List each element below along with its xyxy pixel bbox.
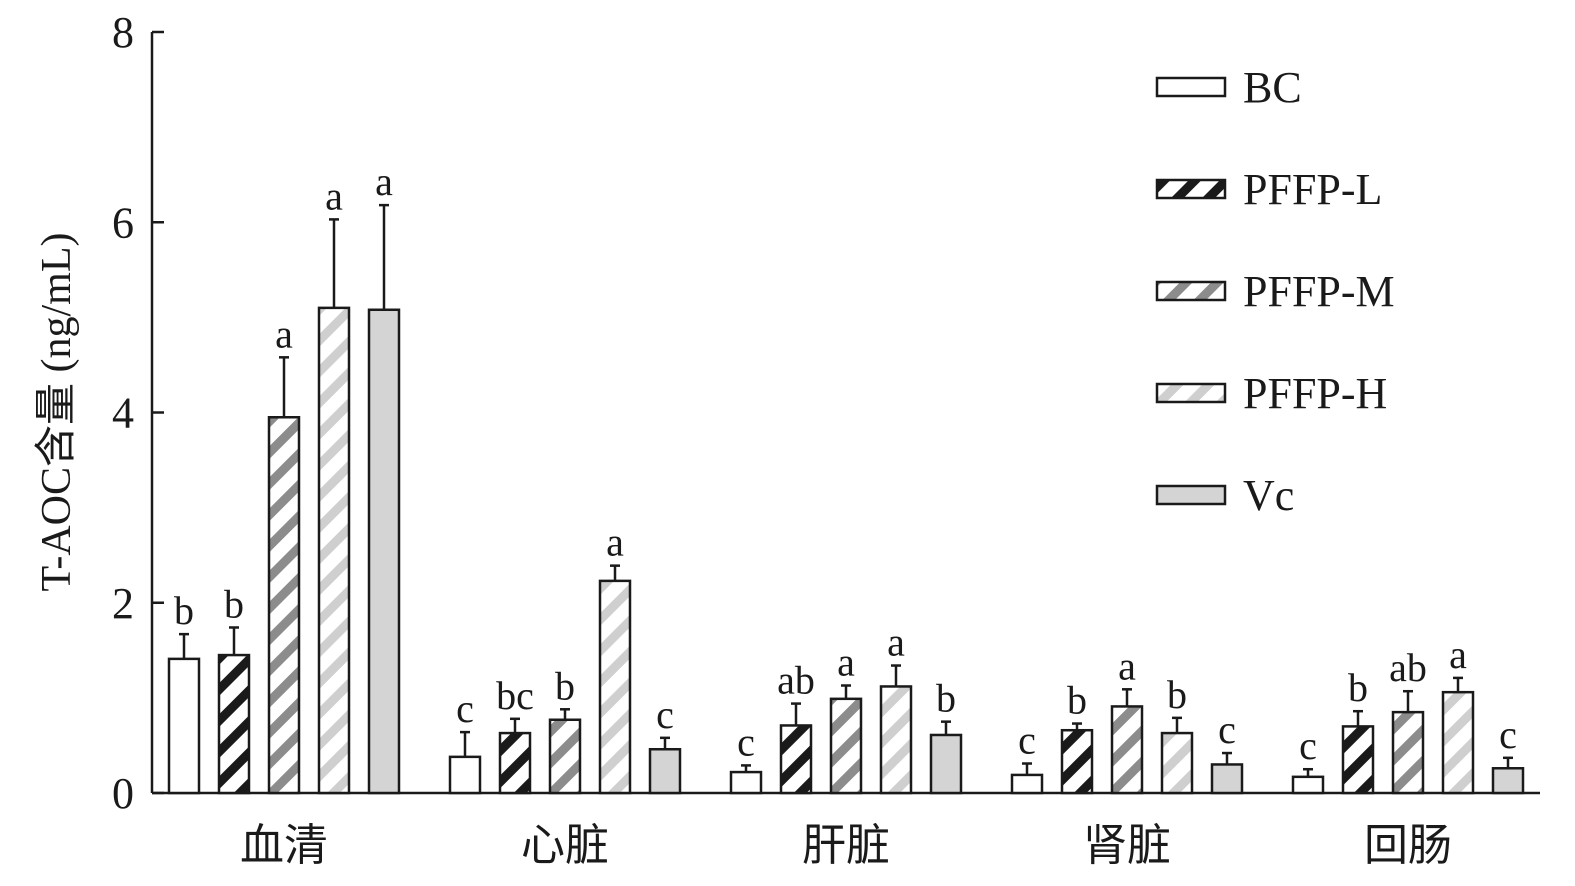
- bar: [648, 747, 682, 795]
- bar: [367, 308, 401, 795]
- bar: [879, 685, 913, 795]
- legend-swatch: [1155, 382, 1227, 404]
- bar: [167, 657, 201, 795]
- significance-label: a: [887, 620, 905, 665]
- legend-label: PFFP-H: [1243, 369, 1387, 418]
- significance-label: b: [936, 676, 956, 721]
- significance-label: c: [456, 686, 474, 731]
- category-label: 血清: [240, 821, 328, 870]
- legend-label: PFFP-M: [1243, 267, 1395, 316]
- legend-swatch: [1155, 484, 1227, 506]
- bar: [498, 731, 532, 795]
- legend-label: BC: [1243, 63, 1302, 112]
- bar: [1210, 763, 1244, 795]
- significance-label: c: [1218, 707, 1236, 752]
- significance-label: c: [1299, 723, 1317, 768]
- bar: [779, 724, 813, 795]
- significance-label: a: [837, 640, 855, 685]
- legend-swatch: [1155, 280, 1227, 302]
- y-tick-label: 4: [112, 389, 134, 438]
- significance-label: b: [224, 581, 244, 626]
- y-axis: 0 2 4 6 8: [112, 8, 164, 818]
- bar: [1491, 767, 1525, 795]
- legend-swatch: [1155, 178, 1227, 200]
- y-tick-label: 0: [112, 769, 134, 818]
- bar: [1291, 775, 1325, 795]
- category-labels: 血清 心脏 肝脏 肾脏 回肠: [240, 821, 1452, 870]
- bar: [1110, 705, 1144, 795]
- legend-label: Vc: [1243, 471, 1294, 520]
- significance-label: a: [275, 311, 293, 356]
- bar: [598, 579, 632, 795]
- bar: [1341, 725, 1375, 795]
- significance-label: ab: [777, 658, 815, 703]
- bar: [317, 306, 351, 795]
- significance-label: b: [174, 588, 194, 633]
- significance-label: c: [737, 719, 755, 764]
- bar: [548, 718, 582, 795]
- bar: [448, 755, 482, 795]
- significance-label: b: [555, 663, 575, 708]
- significance-label: c: [1018, 718, 1036, 763]
- significance-label: a: [1449, 632, 1467, 677]
- legend-swatch: [1155, 76, 1227, 98]
- significance-label: a: [1118, 643, 1136, 688]
- y-tick-label: 2: [112, 579, 134, 628]
- bar: [1010, 773, 1044, 795]
- y-tick-label: 6: [112, 198, 134, 247]
- y-tick-label: 8: [112, 8, 134, 57]
- significance-label: a: [375, 159, 393, 204]
- legend: BC PFFP-L PFFP-M PFFP-H Vc: [1155, 63, 1395, 520]
- significance-label: bc: [496, 673, 534, 718]
- category-label: 心脏: [521, 821, 609, 870]
- bar: [217, 653, 251, 795]
- category-label: 回肠: [1364, 821, 1452, 870]
- category-label: 肝脏: [802, 821, 890, 870]
- significance-label: b: [1167, 672, 1187, 717]
- significance-label: a: [606, 520, 624, 565]
- legend-label: PFFP-L: [1243, 165, 1382, 214]
- significance-label: ab: [1389, 645, 1427, 690]
- significance-label: c: [656, 692, 674, 737]
- bar: [1160, 731, 1194, 795]
- significance-label: c: [1499, 712, 1517, 757]
- significance-label: b: [1348, 665, 1368, 710]
- bar: [1391, 710, 1425, 795]
- bar: [1441, 690, 1475, 795]
- significance-label: a: [325, 173, 343, 218]
- category-label: 肾脏: [1083, 821, 1171, 870]
- bar: [1060, 728, 1094, 795]
- bar: [729, 770, 763, 795]
- significance-label: b: [1067, 678, 1087, 723]
- bar: [829, 697, 863, 795]
- bar: [267, 416, 301, 795]
- bar: [929, 733, 963, 795]
- y-axis-label: T-AOC含量 (ng/mL): [34, 233, 80, 592]
